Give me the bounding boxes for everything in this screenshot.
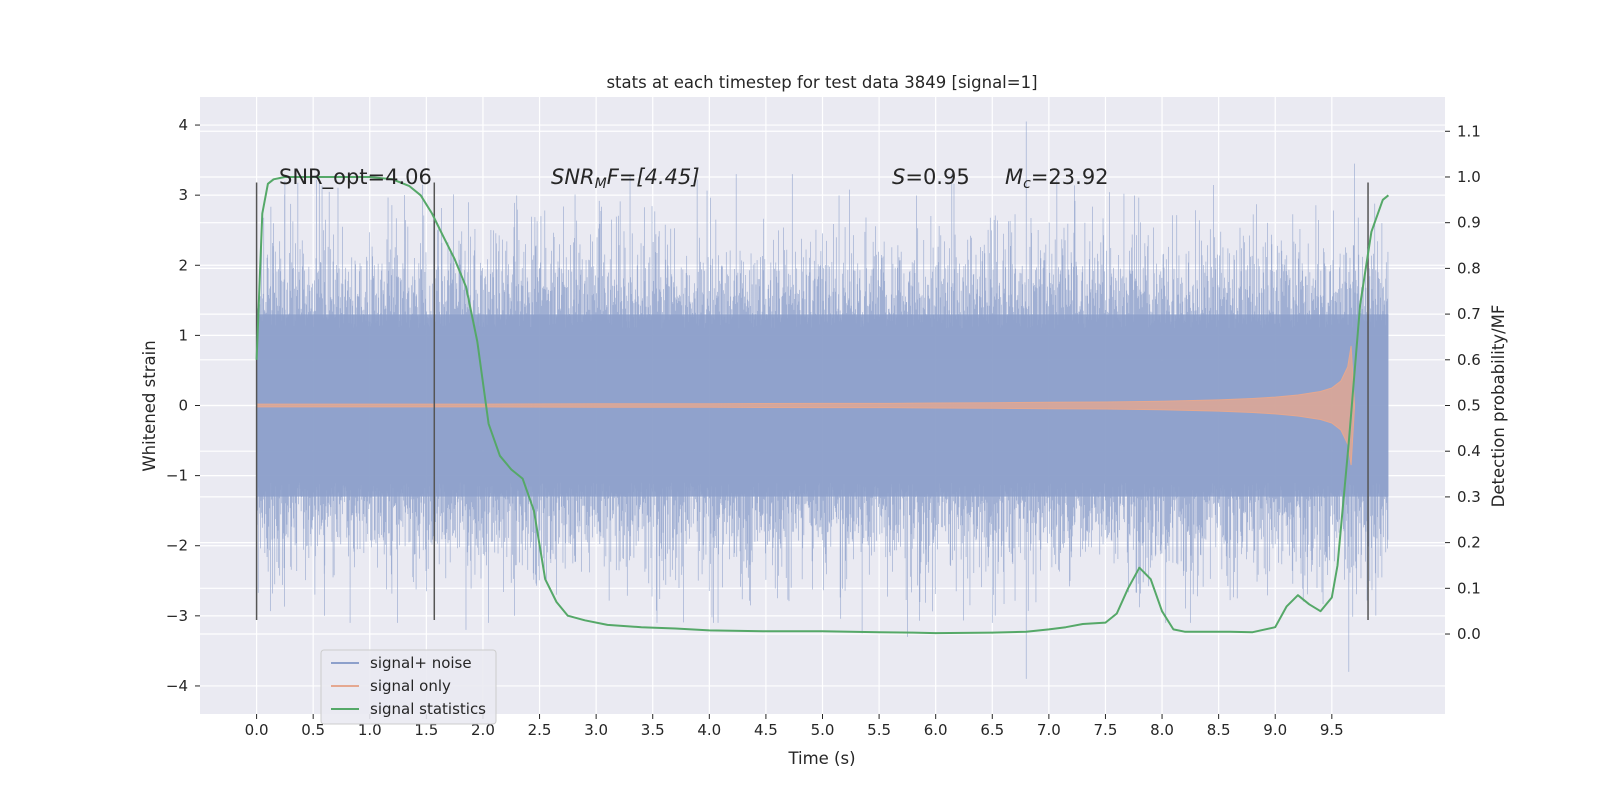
y-ticks: 4 3 2 1 0 −1 −2 −3 −4: [166, 116, 200, 695]
x-tick-label: 1.0: [358, 721, 382, 739]
x-tick-label: 9.5: [1320, 721, 1344, 739]
snr-mf-symbol: SNR: [551, 165, 595, 189]
signal-statistics-line: [255, 176, 1390, 635]
mc-value: =23.92: [1031, 165, 1109, 189]
y-tick-label: −1: [166, 467, 188, 485]
snr-mf-symbol-f: F=[4.45]: [607, 165, 700, 189]
y2-tick-label: 0.3: [1457, 488, 1481, 506]
x-tick-label: 6.0: [924, 721, 948, 739]
x-tick-label: 4.5: [754, 721, 778, 739]
x-tick-label: 3.0: [584, 721, 608, 739]
y-tick-label: 1: [178, 326, 188, 344]
mc-symbol: M: [1005, 165, 1023, 189]
legend-label-signal-statistics: signal statistics: [370, 700, 486, 718]
signal-only-series: [256, 345, 1355, 466]
x-tick-label: 1.5: [414, 721, 438, 739]
x-tick-label: 8.0: [1150, 721, 1174, 739]
y2-tick-label: 0.1: [1457, 579, 1481, 597]
y2-tick-label: 0.0: [1457, 625, 1481, 643]
x-tick-label: 0.0: [245, 721, 269, 739]
x-tick-label: 5.0: [811, 721, 835, 739]
y2-tick-label: 0.5: [1457, 397, 1481, 415]
x-ticks: 0.0 0.5 1.0 1.5 2.0 2.5 3.0 3.5 4.0 4.5 5.0 5.5 6.0 6…: [245, 714, 1344, 739]
x-tick-label: 4.0: [697, 721, 721, 739]
y2-axis-label: Detection probability/MF: [1489, 305, 1508, 508]
mc-annotation: Mc=23.92: [1005, 165, 1109, 192]
x-tick-label: 5.5: [867, 721, 891, 739]
x-tick-label: 6.5: [980, 721, 1004, 739]
y-tick-label: 0: [178, 397, 188, 415]
snr-opt-annotation: SNR_opt=4.06: [279, 165, 432, 190]
x-axis-label: Time (s): [787, 749, 855, 768]
y2-tick-label: 1.1: [1457, 122, 1481, 140]
x-tick-label: 9.0: [1263, 721, 1287, 739]
legend-label-signal-plus-noise: signal+ noise: [370, 654, 472, 672]
s-symbol: S: [892, 165, 905, 189]
y2-tick-label: 0.9: [1457, 214, 1481, 232]
y-tick-label: −2: [166, 537, 188, 555]
y-tick-label: −4: [166, 677, 188, 695]
y2-tick-label: 0.7: [1457, 305, 1481, 323]
y2-tick-label: 0.6: [1457, 351, 1481, 369]
x-tick-label: 7.5: [1094, 721, 1118, 739]
x-tick-label: 0.5: [301, 721, 325, 739]
y-tick-label: 4: [178, 116, 188, 134]
y-tick-label: 2: [178, 256, 188, 274]
y-axis-label: Whitened strain: [140, 340, 159, 471]
y2-tick-label: 1.0: [1457, 168, 1481, 186]
s-value: =0.95: [905, 165, 969, 189]
legend-label-signal-only: signal only: [370, 677, 451, 695]
signal-statistics-series: [255, 176, 1390, 635]
y2-tick-label: 0.2: [1457, 534, 1481, 552]
x-tick-label: 2.0: [471, 721, 495, 739]
x-tick-label: 7.0: [1037, 721, 1061, 739]
y-tick-label: −3: [166, 607, 188, 625]
mc-subscript: c: [1023, 176, 1031, 192]
snr-mf-subscript: M: [595, 176, 607, 192]
x-tick-label: 3.5: [641, 721, 665, 739]
x-tick-label: 2.5: [528, 721, 552, 739]
legend-box: [320, 649, 497, 725]
legend: signal+ noise signal only signal statist…: [320, 649, 497, 725]
y-tick-label: 3: [178, 186, 188, 204]
y2-ticks: 1.1 1.0 0.9 0.8 0.7 0.6 0.5 0.4 0.3 0.2 0.1 0.0: [1445, 122, 1481, 643]
snr-mf-annotation: SNRMF=[4.45]: [551, 165, 700, 192]
y2-tick-label: 0.8: [1457, 259, 1481, 277]
signal-only-line: [256, 345, 1355, 466]
chart-title: stats at each timestep for test data 384…: [606, 73, 1037, 92]
y2-tick-label: 0.4: [1457, 442, 1481, 460]
s-annotation: S=0.95: [892, 165, 970, 189]
x-tick-label: 8.5: [1207, 721, 1231, 739]
